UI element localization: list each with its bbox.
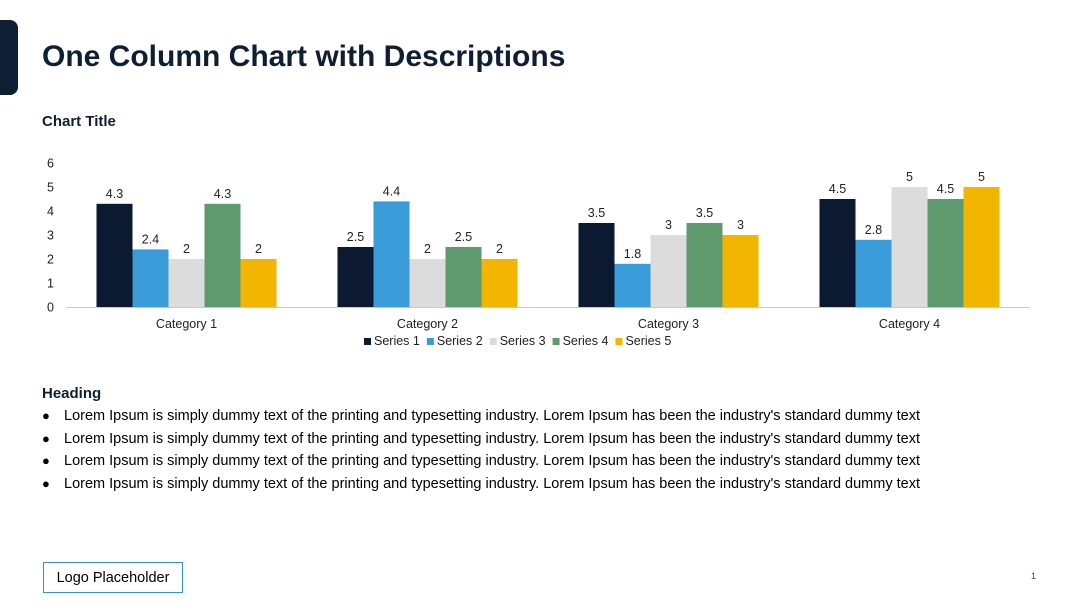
x-tick-label: Category 1 — [156, 317, 217, 331]
data-label: 2 — [183, 242, 190, 256]
bullet-icon: ● — [42, 475, 50, 491]
data-label: 2 — [496, 242, 503, 256]
legend-entry: Series 4 — [563, 334, 609, 348]
description-bullet-list: ● Lorem Ipsum is simply dummy text of the… — [42, 405, 920, 495]
data-label: 4.5 — [829, 182, 846, 196]
bullet-text: Lorem Ipsum is simply dummy text of the … — [64, 430, 920, 447]
data-label: 2 — [424, 242, 431, 256]
bullet-icon: ● — [42, 430, 50, 446]
y-tick-label: 4 — [47, 205, 54, 219]
legend-swatch — [615, 338, 623, 345]
data-label: 3 — [665, 218, 672, 232]
bullet-icon: ● — [42, 408, 50, 423]
y-tick-label: 3 — [47, 229, 54, 243]
y-tick-label: 2 — [47, 253, 54, 267]
description-heading: Heading — [42, 385, 102, 402]
bar — [373, 201, 410, 307]
data-label: 3 — [737, 218, 744, 232]
bullet-text: Lorem Ipsum is simply dummy text of the … — [64, 408, 920, 424]
data-label: 4.5 — [937, 182, 954, 196]
x-tick-label: Category 4 — [879, 317, 940, 331]
bar — [337, 247, 374, 307]
logo-placeholder: Logo Placeholder — [43, 562, 183, 593]
data-label: 1.8 — [624, 247, 641, 261]
page-number: 1 — [1031, 571, 1037, 581]
page-title: One Column Chart with Descriptions — [42, 40, 566, 73]
legend-swatch — [552, 338, 560, 345]
bar — [686, 223, 723, 307]
bar — [855, 239, 892, 307]
data-label: 4.4 — [383, 184, 400, 198]
bar — [722, 235, 759, 307]
y-tick-label: 5 — [47, 181, 54, 195]
data-label: 2.4 — [142, 232, 159, 246]
data-label: 4.3 — [106, 187, 123, 201]
legend-entry: Series 5 — [625, 334, 671, 348]
list-item: ● Lorem Ipsum is simply dummy text of the… — [42, 405, 920, 428]
data-label: 4.3 — [214, 187, 231, 201]
data-label: 2.5 — [455, 230, 472, 244]
list-item: ● Lorem Ipsum is simply dummy text of the… — [42, 473, 920, 496]
bar — [445, 247, 482, 307]
y-tick-label: 6 — [47, 157, 54, 171]
bar — [240, 259, 277, 307]
column-chart: 0 1 2 3 4 5 6 4.3 2.4 2 4.3 2 Category 1 2.5 4.4 2 2.5 2 C… — [47, 157, 1030, 348]
legend-entry: Series 3 — [500, 334, 546, 348]
bar — [132, 249, 169, 307]
list-item: ● Lorem Ipsum is simply dummy text of the… — [42, 450, 920, 473]
bullet-text: Lorem Ipsum is simply dummy text of the … — [64, 453, 920, 469]
data-label: 2.8 — [865, 223, 882, 237]
y-tick-label: 0 — [47, 301, 54, 315]
data-label: 3.5 — [588, 206, 605, 220]
chart-title: Chart Title — [42, 113, 116, 130]
legend-entry: Series 1 — [374, 334, 420, 348]
bar — [963, 187, 1000, 307]
legend-swatch — [489, 338, 497, 345]
data-label: 5 — [906, 170, 913, 184]
bar — [168, 259, 205, 307]
bar — [650, 235, 687, 307]
bar — [96, 203, 133, 307]
y-tick-label: 1 — [47, 277, 54, 291]
bar — [891, 187, 928, 307]
data-label: 3.5 — [696, 206, 713, 220]
bar — [481, 259, 518, 307]
bar — [578, 223, 615, 307]
bar — [614, 263, 651, 307]
bar — [204, 203, 241, 307]
logo-placeholder-label: Logo Placeholder — [56, 569, 170, 586]
legend-swatch — [426, 338, 434, 345]
data-label: 5 — [978, 170, 985, 184]
list-item: ● Lorem Ipsum is simply dummy text of the… — [42, 428, 920, 451]
data-label: 2.5 — [347, 230, 364, 244]
accent-tab — [0, 20, 18, 95]
legend-entry: Series 2 — [437, 334, 483, 348]
legend-swatch — [364, 338, 371, 345]
x-tick-label: Category 2 — [397, 317, 458, 331]
bullet-text: Lorem Ipsum is simply dummy text of the … — [64, 475, 920, 492]
x-tick-label: Category 3 — [638, 317, 699, 331]
data-label: 2 — [255, 242, 262, 256]
bullet-icon: ● — [42, 453, 50, 468]
bar — [409, 259, 446, 307]
bar — [819, 199, 856, 307]
bar — [927, 199, 964, 307]
